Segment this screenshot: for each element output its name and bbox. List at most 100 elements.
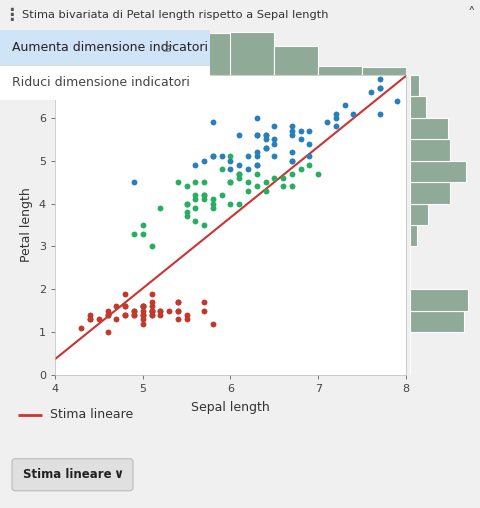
Point [296, 135, 304, 143]
Point [209, 200, 216, 208]
Point [191, 204, 199, 212]
Point [235, 174, 242, 182]
Point [147, 290, 155, 298]
Point [156, 204, 164, 212]
Bar [230, 32, 274, 75]
Point [226, 178, 234, 186]
Point [200, 191, 207, 199]
Point [86, 315, 94, 324]
Point [174, 307, 181, 315]
Point [305, 161, 312, 169]
Point [139, 302, 146, 310]
Point [288, 182, 295, 190]
Point [139, 302, 146, 310]
Point [235, 161, 242, 169]
Point [104, 311, 111, 319]
Point [200, 221, 207, 229]
Point [121, 311, 129, 319]
Point [235, 200, 242, 208]
Point [288, 126, 295, 135]
Point [375, 110, 383, 118]
Point [279, 182, 287, 190]
Point [139, 311, 146, 319]
Point [104, 311, 111, 319]
Text: Aumenta dimensione indicatori: Aumenta dimensione indicatori [12, 41, 207, 54]
Point [139, 230, 146, 238]
Point [244, 186, 252, 195]
Point [305, 126, 312, 135]
Text: Stima lineare: Stima lineare [23, 468, 111, 481]
Point [226, 152, 234, 161]
Bar [274, 46, 318, 75]
Point [139, 315, 146, 324]
Point [261, 186, 269, 195]
Point [244, 152, 252, 161]
Point [139, 307, 146, 315]
Point [147, 307, 155, 315]
Point [252, 131, 260, 139]
Bar [409, 139, 449, 161]
Point [130, 178, 138, 186]
Point [244, 178, 252, 186]
Point [331, 122, 339, 131]
Point [235, 170, 242, 178]
Point [121, 302, 129, 310]
Point [165, 307, 173, 315]
Point [130, 307, 138, 315]
Point [349, 110, 357, 118]
Point [209, 195, 216, 203]
Text: Stima bivariata di Petal length rispetto a Sepal length: Stima bivariata di Petal length rispetto… [22, 10, 328, 20]
Point [182, 200, 190, 208]
Point [252, 161, 260, 169]
Point [270, 140, 277, 148]
Point [314, 170, 322, 178]
Point [279, 174, 287, 182]
Point [209, 152, 216, 161]
Bar [55, 70, 99, 75]
Point [261, 135, 269, 143]
Point [252, 131, 260, 139]
Point [147, 302, 155, 310]
Point [130, 311, 138, 319]
Point [191, 178, 199, 186]
Point [252, 170, 260, 178]
Point [393, 97, 400, 105]
Point [209, 152, 216, 161]
Bar [409, 161, 465, 182]
Point [191, 161, 199, 169]
Point [261, 144, 269, 152]
Point [200, 191, 207, 199]
Point [121, 290, 129, 298]
Point [147, 311, 155, 319]
Point [331, 110, 339, 118]
Point [261, 144, 269, 152]
Point [200, 307, 207, 315]
Point [182, 212, 190, 220]
Point [235, 131, 242, 139]
Point [226, 165, 234, 173]
Bar [186, 34, 230, 75]
Point [375, 84, 383, 92]
Point [209, 320, 216, 328]
Point [323, 118, 330, 126]
Point [252, 148, 260, 156]
Point [200, 298, 207, 306]
Point [305, 152, 312, 161]
Bar [143, 35, 186, 75]
Point [112, 315, 120, 324]
Bar [0, 30, 210, 65]
Point [147, 242, 155, 250]
Point [147, 307, 155, 315]
Point [200, 195, 207, 203]
Point [139, 320, 146, 328]
Point [270, 174, 277, 182]
Point [182, 208, 190, 216]
Point [174, 298, 181, 306]
Bar [409, 97, 425, 118]
Point [226, 178, 234, 186]
Point [252, 152, 260, 161]
Point [174, 315, 181, 324]
Point [252, 114, 260, 122]
Point [331, 114, 339, 122]
Point [156, 307, 164, 315]
